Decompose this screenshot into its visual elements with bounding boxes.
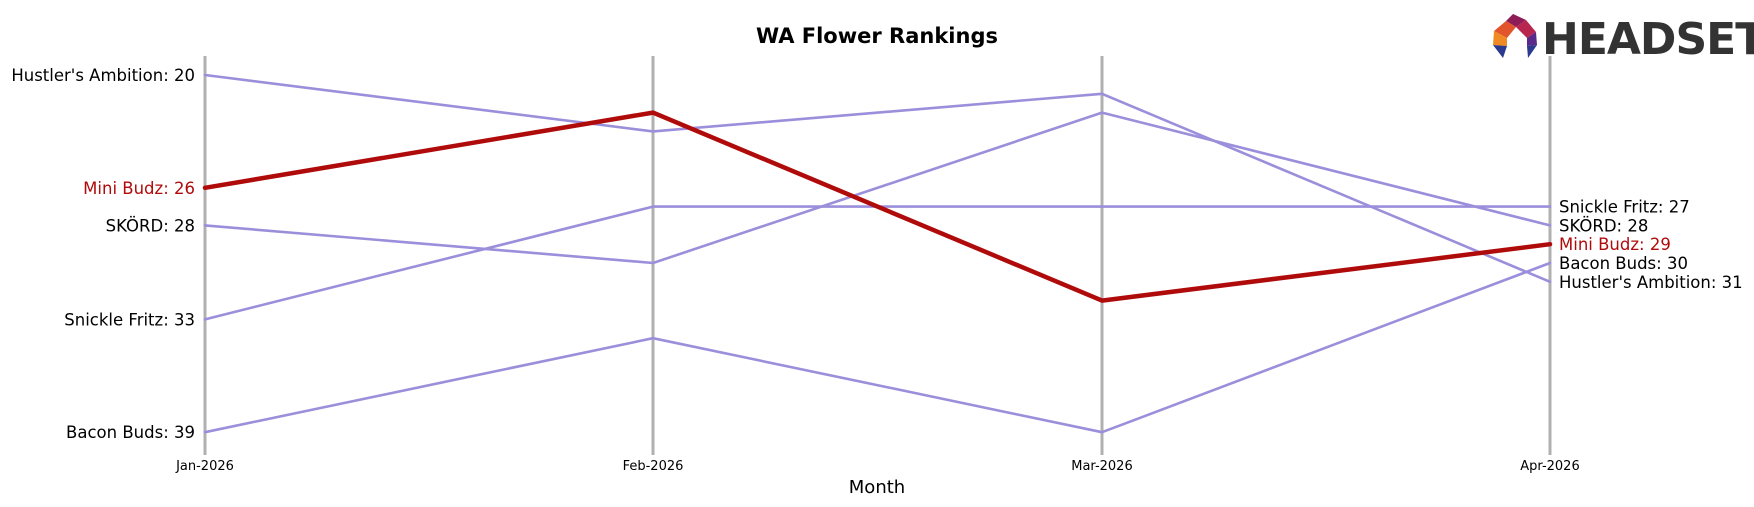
series-line-bacon-buds [203, 261, 1552, 434]
x-tick-label: Apr-2026 [1520, 459, 1579, 474]
right-rank-label: SKÖRD: 28 [1559, 216, 1648, 235]
right-rank-label: Bacon Buds: 30 [1559, 254, 1688, 273]
right-rank-label: Snickle Fritz: 27 [1559, 198, 1690, 217]
headset-logo-icon [1493, 14, 1537, 58]
x-tick-label: Mar-2026 [1071, 459, 1132, 474]
left-rank-label: Hustler's Ambition: 20 [11, 66, 195, 85]
right-rank-label: Hustler's Ambition: 31 [1559, 273, 1743, 292]
x-tick-label: Feb-2026 [623, 459, 684, 474]
left-rank-label: Snickle Fritz: 33 [64, 310, 195, 329]
headset-logo-text: HEADSET [1542, 14, 1754, 65]
series-lines [202, 73, 1553, 434]
x-tick-label: Jan-2026 [175, 459, 234, 474]
left-rank-label: SKÖRD: 28 [106, 216, 195, 235]
left-rank-label: Mini Budz: 26 [83, 179, 195, 198]
series-line-mini-budz [202, 110, 1553, 303]
series-line-sk-rd [203, 111, 1552, 265]
series-line-snickle-fritz [203, 205, 1552, 321]
series-line-hustler-s-ambition [203, 73, 1552, 284]
left-rank-labels: Hustler's Ambition: 20 Mini Budz: 26 SKÖRD… [11, 66, 195, 442]
chart-title: WA Flower Rankings [756, 24, 998, 48]
right-rank-label: Mini Budz: 29 [1559, 235, 1671, 254]
left-rank-label: Bacon Buds: 39 [66, 423, 195, 442]
x-axis-label: Month [849, 477, 905, 498]
x-tick-labels: Jan-2026 Feb-2026 Mar-2026 Apr-2026 [175, 459, 1580, 474]
headset-logo: HEADSET [1493, 14, 1754, 65]
month-gridlines [203, 56, 1552, 455]
